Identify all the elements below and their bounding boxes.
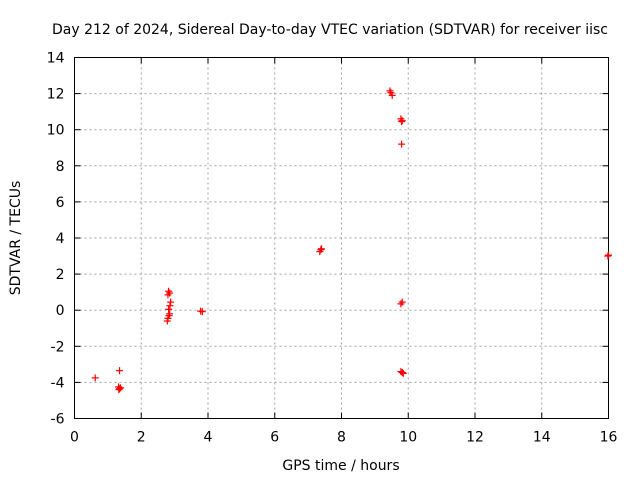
chart-title: Day 212 of 2024, Sidereal Day-to-day VTE… [52, 22, 608, 38]
y-tick-label: -2 [51, 339, 65, 355]
x-tick-labels: 0 2 4 6 8 10 12 14 16 [70, 430, 617, 446]
data-point [388, 91, 396, 99]
x-tick-label: 6 [270, 430, 279, 446]
data-point [167, 298, 175, 306]
data-point [116, 385, 124, 393]
y-tick-label: 10 [47, 123, 65, 139]
data-point [116, 367, 124, 375]
data-point [399, 369, 407, 377]
y-axis-label: SDTVAR / TECUs [8, 181, 24, 296]
data-point [165, 287, 173, 295]
y-tick-label: -4 [51, 375, 65, 391]
x-tick-label: 2 [137, 430, 146, 446]
x-tick-label: 12 [466, 430, 484, 446]
x-axis-label: GPS time / hours [282, 458, 399, 474]
y-tick-label: 4 [56, 231, 65, 247]
data-point [604, 252, 612, 260]
data-point [164, 291, 172, 299]
data-point [398, 117, 406, 125]
data-points [91, 87, 612, 394]
data-point [397, 300, 405, 308]
y-tick-label: 14 [47, 51, 65, 67]
data-point [166, 302, 174, 310]
x-tick-label: 4 [204, 430, 213, 446]
data-point [317, 246, 325, 254]
x-tick-label: 14 [533, 430, 551, 446]
x-tick-label: 8 [337, 430, 346, 446]
y-tick-label: 2 [56, 267, 65, 283]
data-point [605, 251, 612, 259]
x-tick-label: 16 [600, 430, 618, 446]
data-point [166, 310, 174, 318]
y-tick-labels: -6 -4 -2 0 2 4 6 8 10 12 14 [47, 51, 65, 428]
data-point [398, 118, 406, 126]
x-tick-label: 10 [399, 430, 417, 446]
data-point [166, 289, 174, 297]
y-tick-label: 12 [47, 87, 65, 103]
plot-frame [74, 57, 609, 419]
y-tick-label: 6 [56, 195, 65, 211]
grid-lines [74, 57, 609, 419]
data-point [398, 298, 406, 306]
data-point [198, 308, 206, 316]
y-tick-label: -6 [51, 412, 65, 428]
x-tick-label: 0 [70, 430, 79, 446]
data-point [398, 368, 406, 376]
data-point [115, 386, 123, 394]
data-point [398, 140, 406, 148]
y-tick-label: 8 [56, 159, 65, 175]
data-point [91, 374, 99, 382]
y-tick-label: 0 [56, 303, 65, 319]
data-point [165, 305, 173, 313]
data-point [317, 245, 325, 253]
